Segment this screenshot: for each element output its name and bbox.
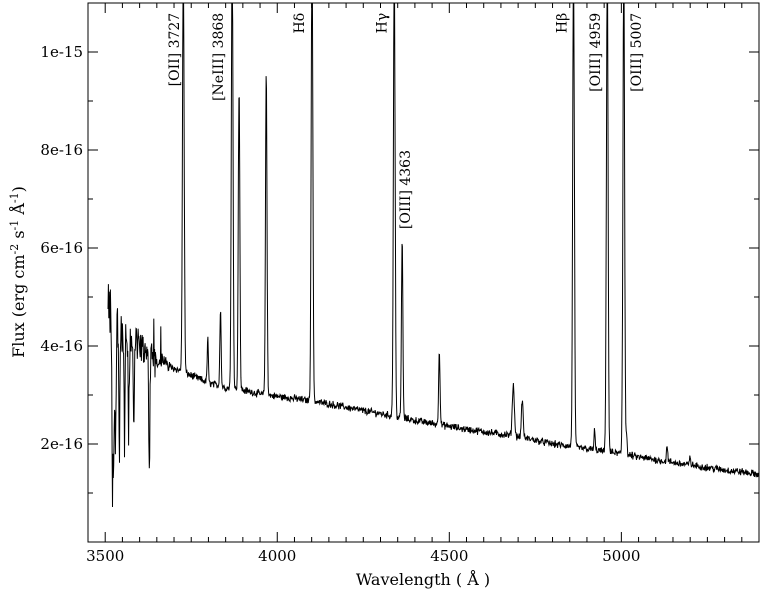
emission-line-label: [OII] 3727 bbox=[167, 13, 183, 87]
emission-line-label: [NeIII] 3868 bbox=[211, 13, 227, 101]
emission-line-label: Hγ bbox=[375, 13, 391, 34]
emission-line-label: [OIII] 5007 bbox=[629, 13, 645, 92]
y-tick-label: 4e-16 bbox=[40, 337, 83, 355]
emission-line-label: Hβ bbox=[554, 13, 570, 33]
x-tick-label: 4500 bbox=[430, 547, 468, 565]
x-tick-label: 4000 bbox=[258, 547, 296, 565]
x-tick-label: 5000 bbox=[602, 547, 640, 565]
spectrum-series-line bbox=[107, 3, 759, 508]
y-tick-label: 1e-15 bbox=[40, 43, 83, 61]
x-tick-label: 3500 bbox=[86, 547, 124, 565]
emission-line-label: Hδ bbox=[292, 13, 308, 34]
y-tick-label: 6e-16 bbox=[40, 239, 83, 257]
y-tick-label: 8e-16 bbox=[40, 141, 83, 159]
plot-area bbox=[107, 3, 759, 508]
y-tick-label: 2e-16 bbox=[40, 435, 83, 453]
line-annotations: [OII] 3727 [NeIII] 3868 Hδ Hγ [OIII] 4363 Hβ [… bbox=[167, 13, 645, 229]
x-axis: 3500 4000 4500 5000 bbox=[86, 3, 760, 565]
emission-line-label: [OIII] 4363 bbox=[398, 150, 414, 229]
plot-frame bbox=[87, 2, 760, 543]
emission-line-label: [OIII] 4959 bbox=[588, 13, 604, 92]
y-axis: 2e-16 4e-16 6e-16 8e-16 1e-15 bbox=[40, 43, 759, 494]
x-axis-title: Wavelength ( Å ) bbox=[356, 569, 490, 589]
y-axis-title: Flux (erg cm-2 s-1 Å-1) bbox=[8, 186, 28, 358]
